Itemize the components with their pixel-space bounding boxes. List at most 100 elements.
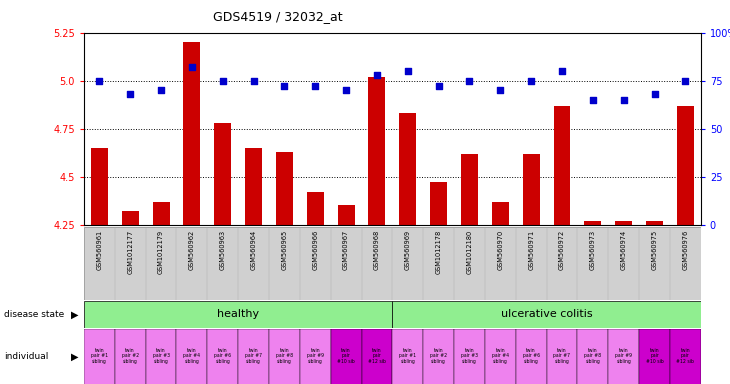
Bar — [84, 301, 393, 328]
Bar — [245, 148, 262, 225]
Point — [556, 68, 568, 74]
Text: twin
pair #4
sibling: twin pair #4 sibling — [492, 348, 509, 364]
Bar — [399, 113, 416, 225]
Text: GSM560967: GSM560967 — [343, 230, 349, 270]
Text: twin
pair #2
sibling: twin pair #2 sibling — [430, 348, 447, 364]
Bar — [177, 329, 207, 384]
Bar — [639, 329, 670, 384]
Bar — [553, 106, 570, 225]
Bar — [646, 221, 663, 225]
Point — [186, 64, 198, 70]
Text: GSM560969: GSM560969 — [405, 230, 411, 270]
Text: twin
pair #6
sibling: twin pair #6 sibling — [214, 348, 231, 364]
Text: twin
pair #7
sibling: twin pair #7 sibling — [553, 348, 571, 364]
Text: GSM1012180: GSM1012180 — [466, 230, 472, 275]
Point — [124, 91, 136, 97]
Bar — [307, 192, 323, 225]
Bar — [145, 329, 177, 384]
Point — [433, 83, 445, 89]
Bar — [84, 329, 115, 384]
Point — [340, 87, 352, 93]
Bar — [91, 148, 108, 225]
Text: twin
pair #8
sibling: twin pair #8 sibling — [584, 348, 602, 364]
Text: ▶: ▶ — [72, 310, 79, 319]
Text: healthy: healthy — [217, 310, 259, 319]
Bar — [369, 77, 385, 225]
Text: individual: individual — [4, 353, 48, 361]
Point — [247, 78, 259, 84]
Text: twin
pair #3
sibling: twin pair #3 sibling — [153, 348, 169, 364]
Bar — [300, 329, 331, 384]
Point — [618, 97, 629, 103]
Point — [526, 78, 537, 84]
Bar — [115, 329, 145, 384]
Bar — [122, 211, 139, 225]
Text: twin
pair #4
sibling: twin pair #4 sibling — [183, 348, 201, 364]
Text: twin
pair #1
sibling: twin pair #1 sibling — [91, 348, 108, 364]
Text: GSM560961: GSM560961 — [96, 230, 102, 270]
Point — [494, 87, 506, 93]
Text: GSM1012177: GSM1012177 — [127, 230, 133, 275]
Text: GDS4519 / 32032_at: GDS4519 / 32032_at — [212, 10, 342, 23]
Text: GSM560962: GSM560962 — [189, 230, 195, 270]
Text: twin
pair
#10 sib: twin pair #10 sib — [645, 348, 664, 364]
Bar — [423, 329, 454, 384]
Bar — [615, 221, 632, 225]
Point — [93, 78, 105, 84]
Text: GSM560976: GSM560976 — [683, 230, 688, 270]
Point — [587, 97, 599, 103]
Bar — [430, 182, 447, 225]
Point — [402, 68, 414, 74]
Text: twin
pair #2
sibling: twin pair #2 sibling — [122, 348, 139, 364]
Text: GSM1012179: GSM1012179 — [158, 230, 164, 274]
Text: GSM560970: GSM560970 — [497, 230, 503, 270]
Bar — [585, 221, 602, 225]
Bar — [361, 329, 393, 384]
Text: twin
pair #8
sibling: twin pair #8 sibling — [276, 348, 293, 364]
Text: GSM1012178: GSM1012178 — [436, 230, 442, 275]
Bar — [269, 329, 300, 384]
Bar — [207, 329, 238, 384]
Text: disease state: disease state — [4, 310, 64, 319]
Point — [680, 78, 691, 84]
Text: GSM560971: GSM560971 — [529, 230, 534, 270]
Point — [279, 83, 291, 89]
Text: GSM560974: GSM560974 — [620, 230, 626, 270]
Bar — [393, 301, 701, 328]
Point — [371, 72, 383, 78]
Text: GSM560968: GSM560968 — [374, 230, 380, 270]
Text: GSM560964: GSM560964 — [250, 230, 256, 270]
Bar — [608, 329, 639, 384]
Text: twin
pair #6
sibling: twin pair #6 sibling — [523, 348, 539, 364]
Bar — [461, 154, 478, 225]
Bar — [677, 106, 694, 225]
Text: GSM560963: GSM560963 — [220, 230, 226, 270]
Bar — [577, 329, 608, 384]
Bar — [393, 329, 423, 384]
Bar — [276, 152, 293, 225]
Point — [649, 91, 661, 97]
Point — [155, 87, 167, 93]
Bar — [331, 329, 361, 384]
Bar — [515, 329, 547, 384]
Bar — [183, 42, 200, 225]
Text: GSM560972: GSM560972 — [559, 230, 565, 270]
Text: GSM560966: GSM560966 — [312, 230, 318, 270]
Text: twin
pair #9
sibling: twin pair #9 sibling — [615, 348, 632, 364]
Text: ▶: ▶ — [72, 352, 79, 362]
Text: twin
pair #9
sibling: twin pair #9 sibling — [307, 348, 324, 364]
Bar — [547, 329, 577, 384]
Text: GSM560965: GSM560965 — [282, 230, 288, 270]
Bar — [670, 329, 701, 384]
Bar — [153, 202, 169, 225]
Bar — [485, 329, 515, 384]
Text: ulcerative colitis: ulcerative colitis — [501, 310, 593, 319]
Point — [310, 83, 321, 89]
Text: twin
pair
#10 sib: twin pair #10 sib — [337, 348, 355, 364]
Text: twin
pair #3
sibling: twin pair #3 sibling — [461, 348, 478, 364]
Text: twin
pair
#12 sib: twin pair #12 sib — [368, 348, 386, 364]
Point — [217, 78, 228, 84]
Text: GSM560973: GSM560973 — [590, 230, 596, 270]
Text: twin
pair #1
sibling: twin pair #1 sibling — [399, 348, 416, 364]
Bar — [523, 154, 539, 225]
